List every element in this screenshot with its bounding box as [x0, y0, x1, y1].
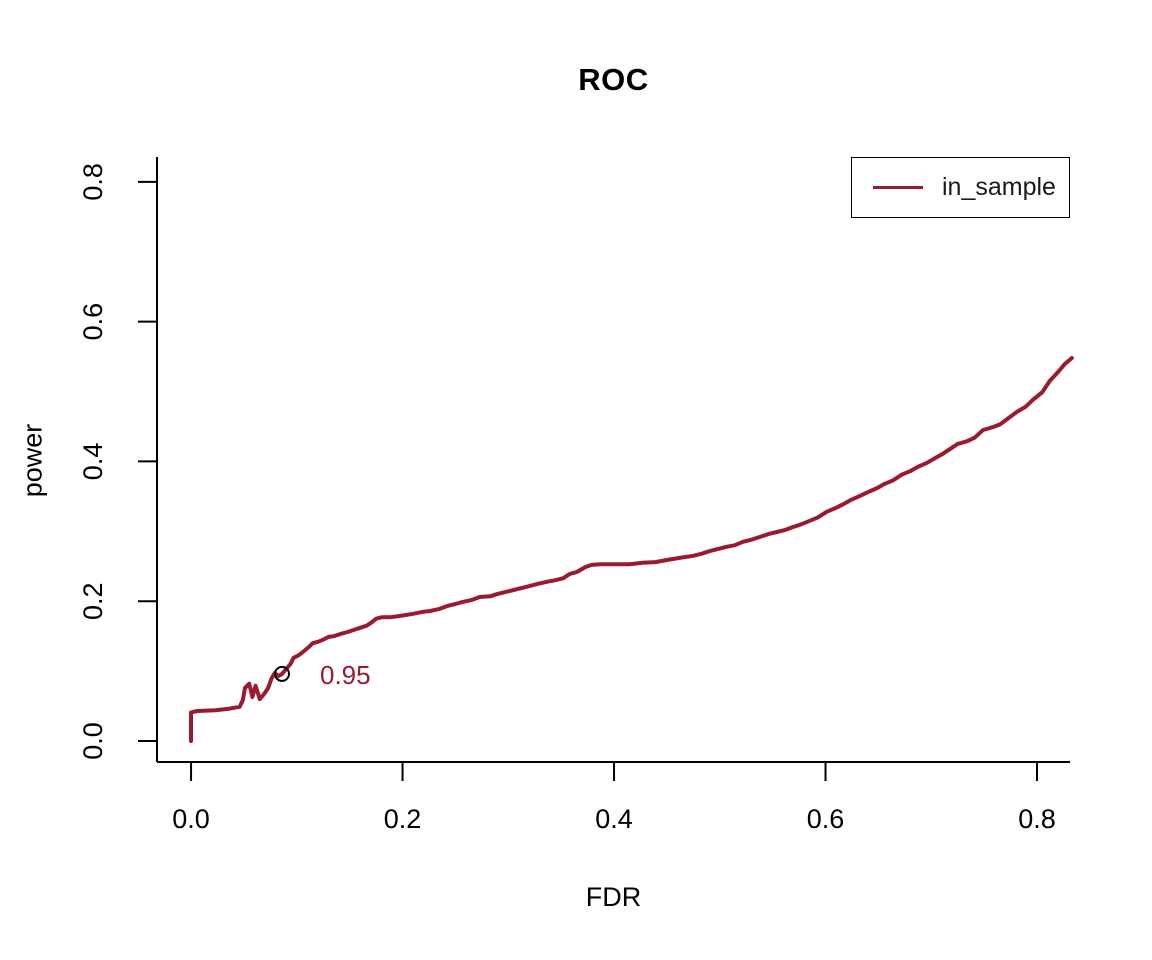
y-axis-title: power	[17, 423, 48, 498]
x-tick-label: 0.2	[384, 804, 422, 834]
y-tick-label: 0.6	[78, 303, 108, 341]
y-tick-label: 0.4	[78, 443, 108, 481]
y-tick-label: 0.8	[78, 163, 108, 201]
y-tick-label: 0.0	[78, 722, 108, 760]
legend-line-sample-icon	[873, 186, 923, 189]
y-tick-label: 0.2	[78, 582, 108, 620]
roc-curve-in-sample	[189, 356, 1074, 743]
threshold-marker-circle	[273, 665, 290, 682]
threshold-label: 0.95	[320, 660, 371, 690]
legend-label: in_sample	[942, 173, 1056, 201]
legend: in_sample	[851, 157, 1070, 218]
x-axis-title: FDR	[585, 882, 642, 912]
chart-title: ROC	[578, 62, 649, 97]
x-tick-label: 0.6	[807, 804, 845, 834]
x-tick-label: 0.4	[595, 804, 633, 834]
x-tick-label: 0.8	[1018, 804, 1056, 834]
x-tick-label: 0.0	[172, 804, 210, 834]
